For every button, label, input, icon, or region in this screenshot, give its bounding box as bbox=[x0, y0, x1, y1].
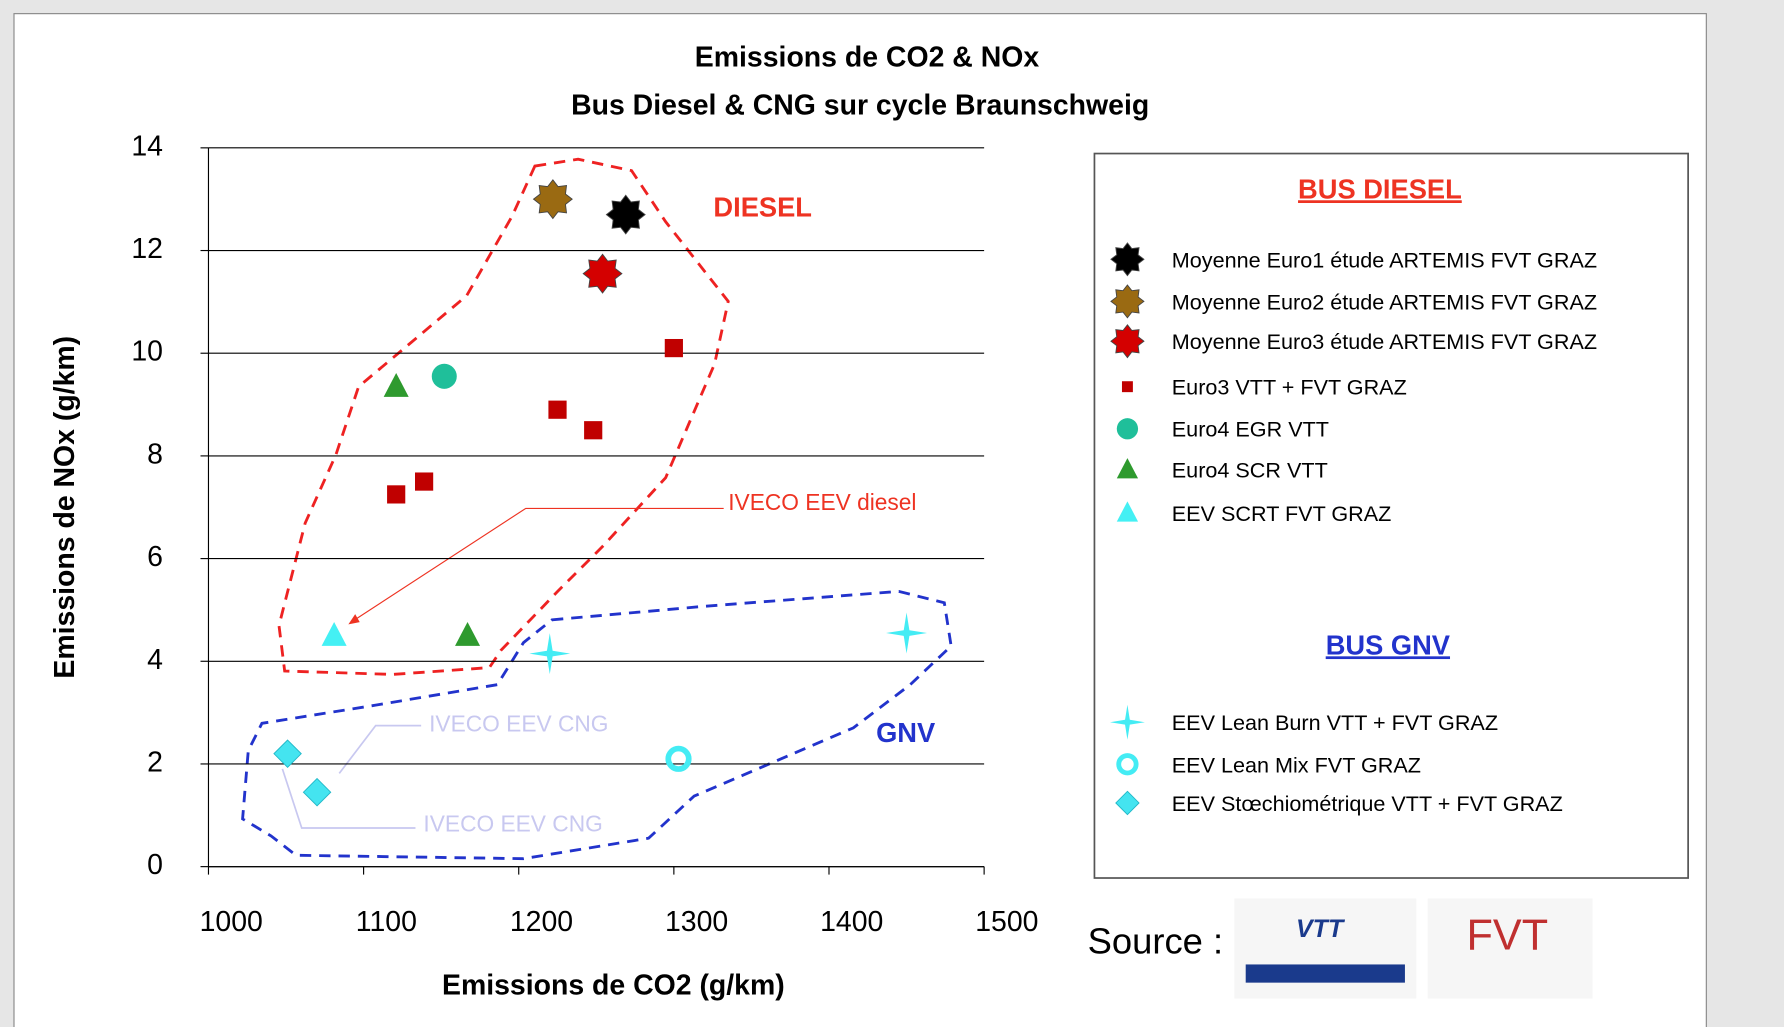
x-tick-label: 1400 bbox=[820, 906, 883, 938]
logo-text: FVT bbox=[1466, 912, 1548, 960]
y-tick-label: 12 bbox=[131, 233, 163, 265]
annotation: IVECO EEV CNG bbox=[429, 711, 608, 737]
legend-label: Euro3 VTT + FVT GRAZ bbox=[1172, 375, 1407, 400]
arrow bbox=[281, 768, 416, 829]
point bbox=[582, 253, 623, 294]
logo-box bbox=[1234, 898, 1417, 999]
annotation: GNV bbox=[876, 717, 936, 748]
gnv-enclosure bbox=[241, 589, 953, 861]
legend-marker bbox=[1115, 790, 1140, 816]
legend bbox=[1093, 152, 1689, 879]
annotation: IVECO EEV diesel bbox=[728, 489, 916, 515]
chart-title: Emissions de CO2 & NOx bbox=[695, 42, 1040, 74]
legend-label: Moyenne Euro2 étude ARTEMIS FVT GRAZ bbox=[1172, 289, 1597, 314]
legend-marker bbox=[1116, 501, 1139, 522]
legend-label: EEV SCRT FVT GRAZ bbox=[1172, 501, 1392, 526]
point bbox=[665, 745, 692, 772]
legend-label: Moyenne Euro3 étude ARTEMIS FVT GRAZ bbox=[1172, 329, 1597, 354]
point bbox=[532, 179, 573, 220]
logo-box bbox=[1427, 898, 1593, 999]
legend-marker bbox=[1110, 704, 1145, 740]
x-tick-label: 1100 bbox=[356, 906, 417, 938]
legend-label: Moyenne Euro1 étude ARTEMIS FVT GRAZ bbox=[1172, 247, 1597, 272]
point bbox=[664, 338, 683, 358]
annotation: IVECO EEV CNG bbox=[423, 811, 602, 837]
legend-marker bbox=[1116, 458, 1139, 479]
point bbox=[455, 621, 481, 646]
legend-title: BUS GNV bbox=[1326, 629, 1451, 660]
legend-marker bbox=[1110, 242, 1145, 277]
y-tick-label: 2 bbox=[147, 746, 163, 778]
y-tick-label: 10 bbox=[131, 336, 163, 368]
chart-subtitle: Bus Diesel & CNG sur cycle Braunschweig bbox=[571, 89, 1149, 121]
point bbox=[529, 633, 571, 675]
enclosures bbox=[241, 157, 953, 861]
legend-title: BUS DIESEL bbox=[1298, 173, 1462, 204]
arrow bbox=[338, 724, 422, 774]
logo-band bbox=[1245, 964, 1405, 983]
x-tick-label: 1500 bbox=[975, 906, 1038, 938]
point bbox=[321, 621, 347, 646]
point bbox=[431, 363, 457, 389]
legend-marker bbox=[1116, 418, 1139, 440]
y-tick-label: 14 bbox=[131, 130, 163, 162]
point bbox=[383, 372, 409, 397]
x-tick-label: 1200 bbox=[510, 906, 573, 938]
vtt-logo: VTT bbox=[1234, 898, 1417, 999]
point bbox=[584, 421, 603, 440]
legend-label: Euro4 SCR VTT bbox=[1172, 458, 1328, 483]
point bbox=[415, 472, 434, 491]
point bbox=[302, 777, 332, 807]
y-axis-label: Emissions de NOx (g/km) bbox=[49, 336, 81, 679]
fvt-logo: FVT bbox=[1427, 898, 1593, 999]
legend-marker bbox=[1110, 284, 1145, 319]
logo-text: VTT bbox=[1296, 915, 1346, 943]
point bbox=[886, 612, 928, 654]
legend-marker bbox=[1121, 381, 1133, 393]
legend-label: EEV Lean Burn VTT + FVT GRAZ bbox=[1172, 710, 1498, 735]
annotation-arrows bbox=[281, 507, 724, 829]
legend-label: EEV Stœchiométrique VTT + FVT GRAZ bbox=[1172, 791, 1563, 816]
legend-marker bbox=[1110, 324, 1145, 359]
x-tick-label: 1300 bbox=[665, 906, 728, 938]
legend-label: Euro4 EGR VTT bbox=[1172, 417, 1329, 442]
x-axis-label: Emissions de CO2 (g/km) bbox=[442, 970, 785, 1002]
annotation: DIESEL bbox=[713, 191, 812, 222]
legend-label: EEV Lean Mix FVT GRAZ bbox=[1172, 752, 1421, 777]
point bbox=[387, 485, 406, 504]
x-tick-label: 1000 bbox=[200, 906, 263, 938]
point bbox=[273, 739, 302, 768]
y-tick-label: 8 bbox=[147, 438, 163, 470]
arrowhead bbox=[348, 614, 360, 625]
point bbox=[605, 194, 646, 235]
diesel-enclosure bbox=[277, 157, 730, 676]
point bbox=[548, 400, 567, 419]
source-label: Source : bbox=[1088, 921, 1223, 962]
legend-marker bbox=[1116, 753, 1139, 776]
y-tick-label: 6 bbox=[147, 541, 163, 573]
arrow bbox=[352, 507, 724, 622]
y-tick-label: 4 bbox=[147, 644, 163, 676]
y-tick-label: 0 bbox=[147, 849, 163, 881]
